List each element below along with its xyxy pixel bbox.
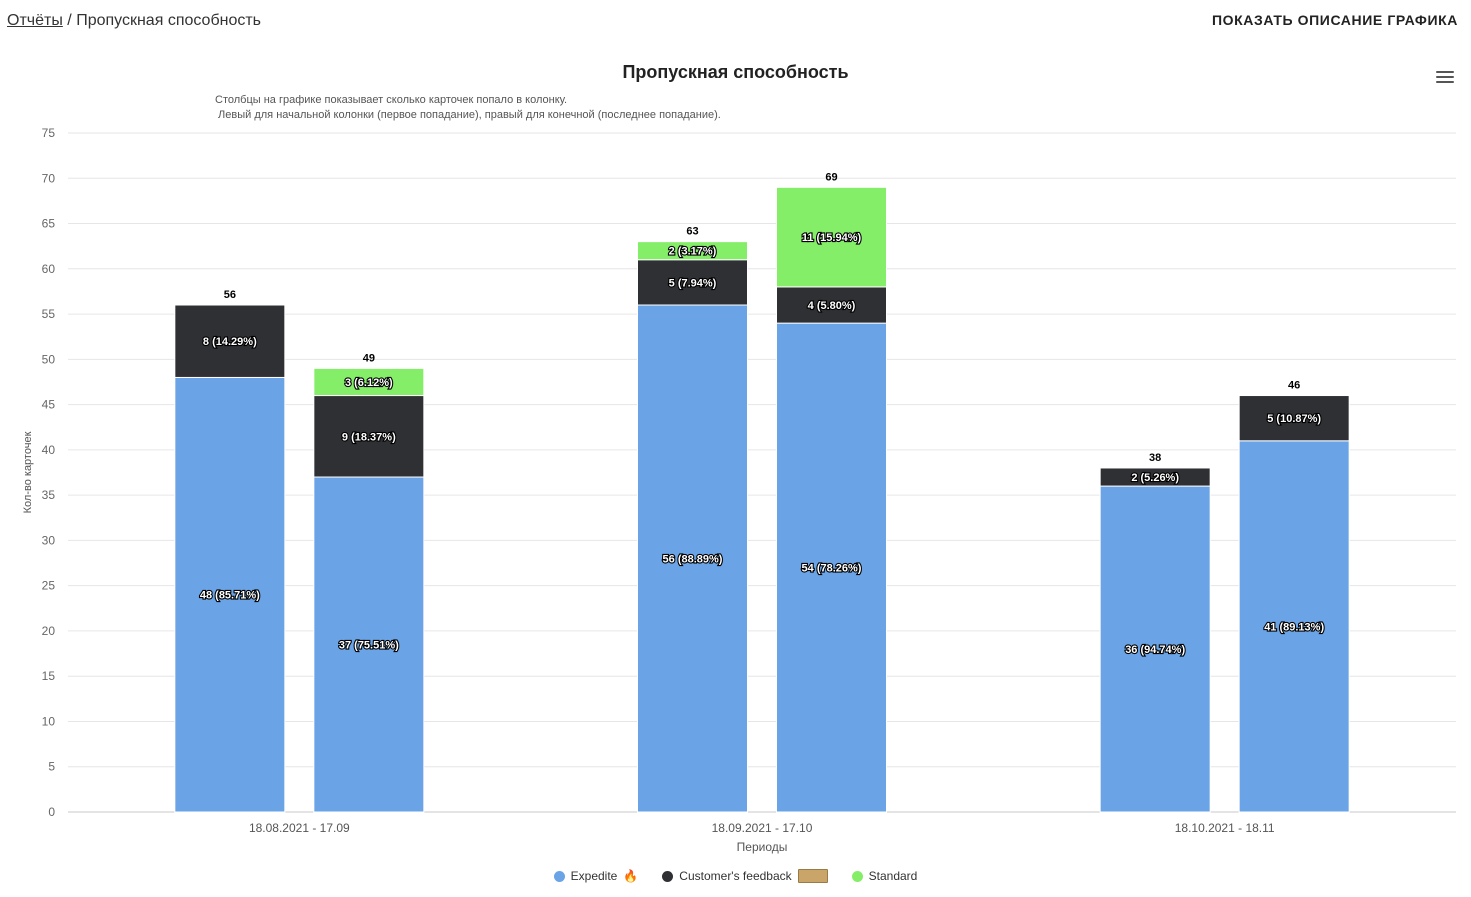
bar-segment <box>776 286 887 324</box>
y-tick-label: 50 <box>42 352 56 366</box>
subtitle-line-1: Столбцы на графике показывает сколько ка… <box>215 94 568 106</box>
data-label: 5 (10.87%) <box>1267 413 1321 425</box>
data-label: 3 (6.12%) <box>345 377 393 389</box>
data-label: 11 (15.94%) <box>802 232 862 244</box>
total-label: 49 <box>363 352 375 364</box>
legend-marker-expedite <box>553 870 565 882</box>
legend-marker-standard <box>851 870 863 882</box>
bar-segment <box>1238 440 1350 813</box>
x-tick-label: 18.10.2021 - 18.11 <box>1175 821 1275 835</box>
data-label: 41 (89.13%) <box>1264 621 1324 633</box>
total-label: 46 <box>1288 380 1300 392</box>
bar-segment <box>776 322 887 813</box>
legend-item-standard[interactable]: Standard <box>851 869 918 883</box>
y-tick-label: 45 <box>42 398 56 412</box>
data-label: 48 (85.71%) <box>200 590 260 602</box>
data-label: 54 (78.26%) <box>802 563 862 575</box>
show-description-button[interactable]: ПОКАЗАТЬ ОПИСАНИЕ ГРАФИКА <box>1211 12 1458 28</box>
data-label: 9 (18.37%) <box>342 431 396 443</box>
breadcrumb-current: Пропускная способность <box>76 12 262 29</box>
breadcrumb-separator: / <box>62 12 77 29</box>
money-icon <box>797 869 828 883</box>
legend-label-standard: Standard <box>868 869 918 883</box>
legend-item-customers-feedback[interactable]: Customer's feedback <box>662 869 828 883</box>
bar-segment <box>637 304 748 813</box>
total-label: 56 <box>224 289 236 301</box>
y-tick-label: 55 <box>42 307 56 321</box>
data-label: 2 (3.17%) <box>669 246 717 258</box>
bar-segment <box>637 259 748 306</box>
y-tick-label: 10 <box>42 714 56 728</box>
legend-marker-customers-feedback <box>662 870 674 882</box>
y-tick-label: 75 <box>42 126 56 140</box>
data-label: 4 (5.80%) <box>808 300 856 312</box>
x-axis-label: Периоды <box>737 840 788 854</box>
bar-segment <box>174 304 286 378</box>
y-tick-label: 30 <box>42 533 56 547</box>
bar-segment <box>637 241 748 261</box>
y-tick-label: 5 <box>48 760 55 774</box>
bar-segment <box>313 367 425 397</box>
y-tick-label: 20 <box>42 624 56 638</box>
data-label: 8 (14.29%) <box>203 336 257 348</box>
data-label: 36 (94.74%) <box>1125 644 1185 656</box>
chart-subtitle: Столбцы на графике показывает сколько ка… <box>215 93 721 123</box>
total-label: 38 <box>1149 452 1161 464</box>
legend-label-customers-feedback: Customer's feedback <box>679 869 792 883</box>
subtitle-line-2: Левый для начальной колонки (первое попа… <box>215 109 721 121</box>
legend-item-expedite[interactable]: Expedite 🔥 <box>553 869 639 883</box>
bar-segment <box>313 395 425 478</box>
bar-segment <box>1099 467 1211 487</box>
data-label: 5 (7.94%) <box>669 277 717 289</box>
breadcrumb: Отчёты / Пропускная способность <box>7 12 261 30</box>
y-axis-label: Кол-во карточек <box>22 431 34 513</box>
chart-legend: Expedite 🔥 Customer's feedback Standard <box>0 869 1471 883</box>
data-label: 2 (5.26%) <box>1131 472 1179 484</box>
y-tick-label: 40 <box>42 443 56 457</box>
data-label: 56 (88.89%) <box>663 554 723 566</box>
bar-segment <box>1238 395 1350 442</box>
legend-label-expedite: Expedite <box>570 869 618 883</box>
y-tick-label: 65 <box>42 217 56 231</box>
y-tick-label: 70 <box>42 171 56 185</box>
bar-segment <box>313 476 425 813</box>
bar-segment <box>776 186 887 288</box>
bar-segment <box>174 376 286 813</box>
x-tick-label: 18.09.2021 - 17.10 <box>712 821 813 835</box>
breadcrumb-link-reports[interactable]: Отчёты <box>7 12 63 29</box>
chart-menu-icon[interactable] <box>1436 71 1454 85</box>
x-tick-label: 18.08.2021 - 17.09 <box>249 821 350 835</box>
y-tick-label: 35 <box>42 488 56 502</box>
fire-icon: 🔥 <box>623 869 639 883</box>
y-tick-label: 60 <box>42 262 56 276</box>
data-label: 37 (75.51%) <box>339 640 399 652</box>
bar-segment <box>1099 485 1211 813</box>
chart-title: Пропускная способность <box>622 62 849 82</box>
y-tick-label: 0 <box>48 805 55 819</box>
y-tick-label: 25 <box>42 579 56 593</box>
y-tick-label: 15 <box>42 669 56 683</box>
total-label: 63 <box>686 226 698 238</box>
total-label: 69 <box>825 171 837 183</box>
